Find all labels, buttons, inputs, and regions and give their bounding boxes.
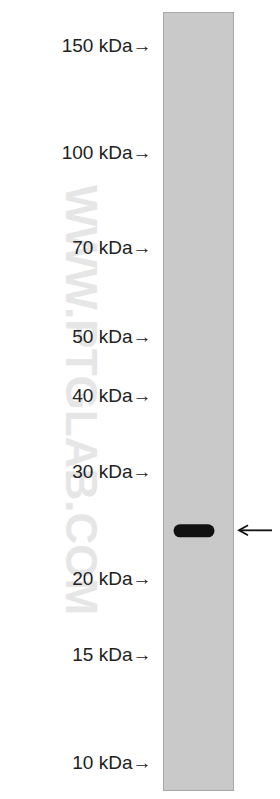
svg-text:70 kDa→: 70 kDa→ (72, 236, 151, 257)
svg-text:150 kDa→: 150 kDa→ (62, 35, 152, 56)
svg-text:20 kDa→: 20 kDa→ (72, 568, 151, 589)
svg-text:40 kDa→: 40 kDa→ (72, 385, 151, 406)
svg-text:100 kDa→: 100 kDa→ (62, 142, 152, 163)
svg-text:15 kDa→: 15 kDa→ (72, 644, 151, 665)
svg-text:10 kDa→: 10 kDa→ (72, 752, 151, 773)
svg-text:30 kDa→: 30 kDa→ (72, 461, 151, 482)
svg-text:50 kDa→: 50 kDa→ (72, 326, 151, 347)
